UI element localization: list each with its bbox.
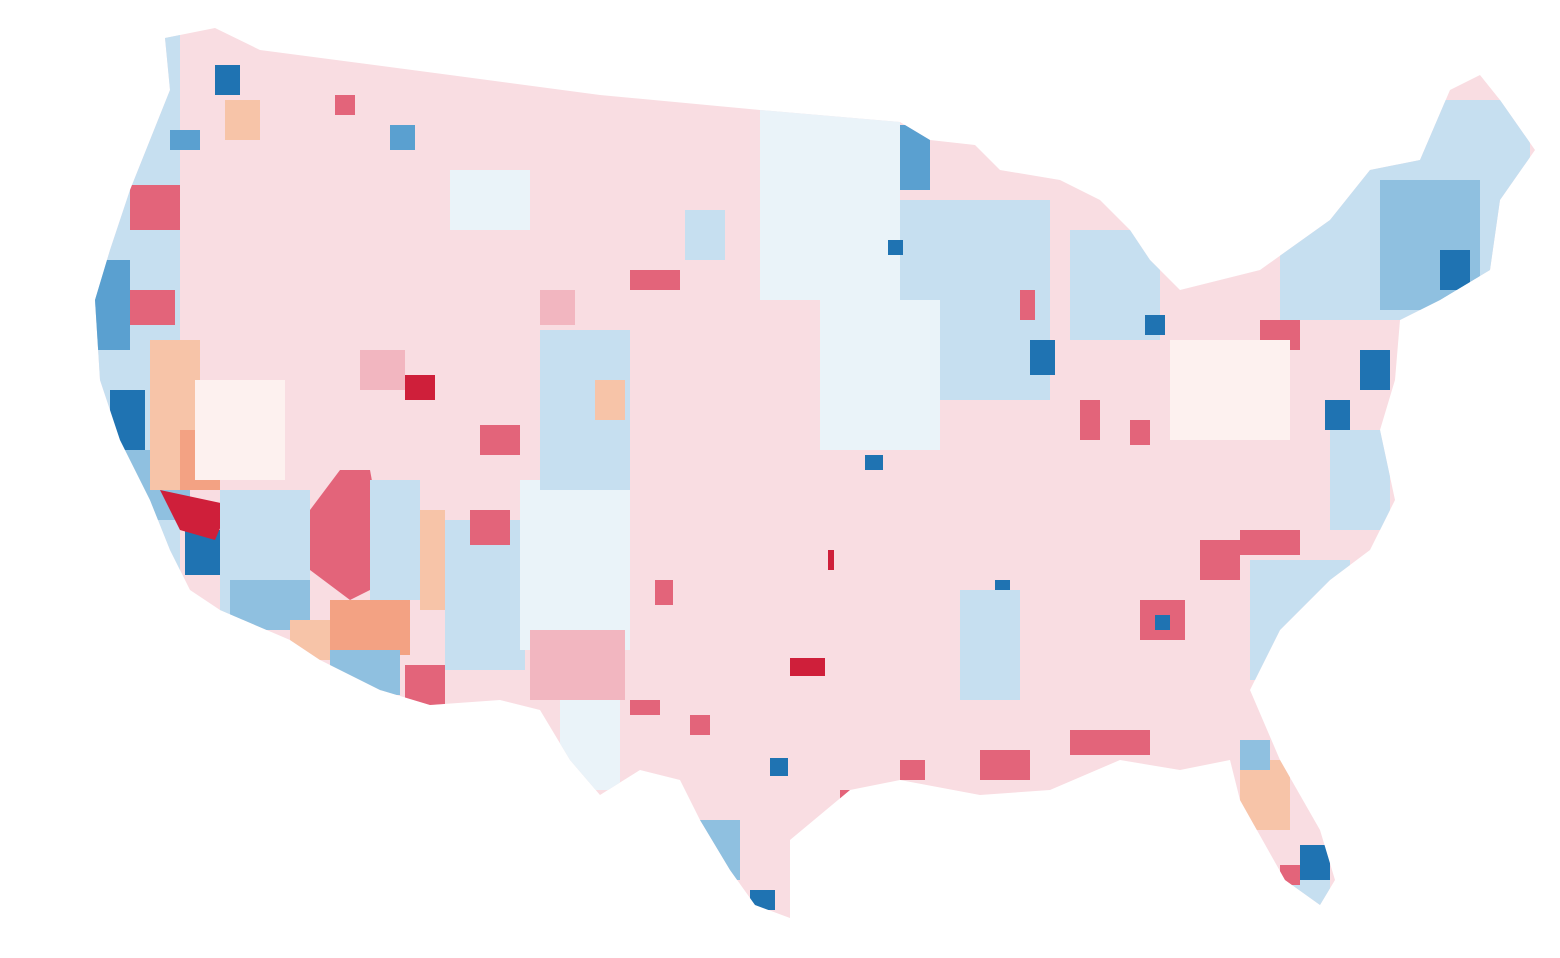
county xyxy=(130,290,175,325)
county xyxy=(1020,290,1035,320)
county xyxy=(980,750,1030,780)
county xyxy=(900,125,930,190)
county xyxy=(290,620,330,660)
county xyxy=(655,580,673,605)
county xyxy=(960,590,1020,700)
county xyxy=(790,658,825,676)
county xyxy=(1240,760,1290,830)
county xyxy=(888,240,903,255)
county xyxy=(685,210,725,260)
county xyxy=(828,550,834,570)
county xyxy=(335,95,355,115)
county xyxy=(865,455,883,470)
county xyxy=(1440,250,1470,290)
county xyxy=(195,380,285,480)
county xyxy=(1280,865,1300,885)
county xyxy=(170,130,200,150)
county xyxy=(1200,540,1240,580)
county xyxy=(1360,350,1390,390)
county xyxy=(405,375,435,400)
county xyxy=(595,380,625,420)
county xyxy=(1380,180,1480,310)
county xyxy=(95,260,130,350)
county xyxy=(1170,340,1290,440)
county xyxy=(370,480,420,600)
county xyxy=(470,510,510,545)
county xyxy=(480,425,520,455)
county xyxy=(390,125,415,150)
county xyxy=(360,350,405,390)
county xyxy=(405,665,445,705)
county xyxy=(760,110,900,300)
county xyxy=(750,890,775,910)
county xyxy=(1070,730,1150,755)
county xyxy=(690,715,710,735)
county xyxy=(1130,420,1150,445)
county xyxy=(1325,400,1350,430)
county xyxy=(630,270,680,290)
county xyxy=(330,600,410,655)
county xyxy=(900,760,925,780)
county xyxy=(1080,400,1100,440)
county xyxy=(420,510,445,610)
county xyxy=(1250,560,1350,680)
county xyxy=(160,490,230,540)
county xyxy=(560,700,620,790)
county xyxy=(1300,845,1330,880)
county xyxy=(110,390,145,450)
county xyxy=(1030,340,1055,375)
county xyxy=(1155,615,1170,630)
county xyxy=(1240,530,1300,555)
county xyxy=(820,300,940,450)
county xyxy=(630,700,660,715)
county xyxy=(520,480,630,650)
county xyxy=(130,185,180,230)
county xyxy=(215,65,240,95)
county xyxy=(840,790,870,815)
county xyxy=(530,630,625,700)
county xyxy=(1240,740,1270,770)
county xyxy=(1145,315,1165,335)
county xyxy=(690,820,740,880)
county xyxy=(225,100,260,140)
county xyxy=(540,290,575,325)
county xyxy=(770,758,788,776)
county xyxy=(330,650,400,695)
county xyxy=(450,170,530,230)
county xyxy=(1330,430,1390,530)
